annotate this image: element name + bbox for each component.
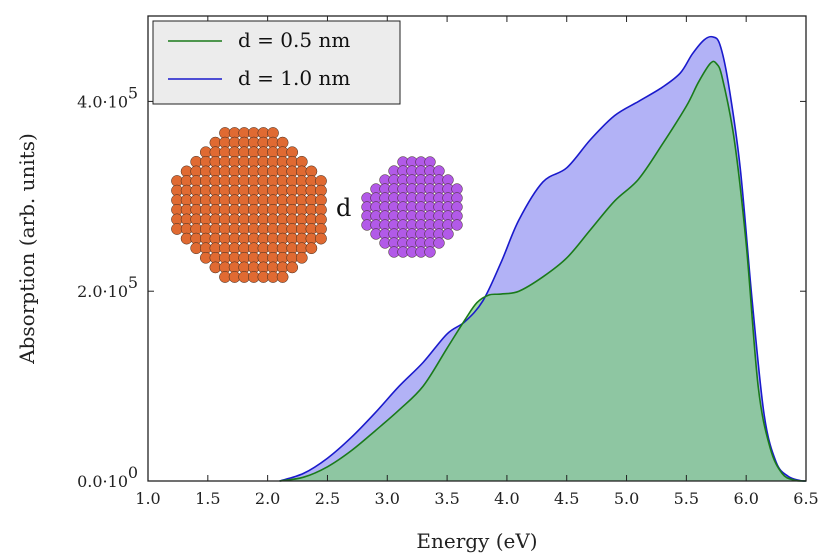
- series-fills: [279, 36, 807, 482]
- x-tick-label: 2.5: [315, 489, 340, 508]
- y-axis-ticks: 0.0·10 02.0·10 54.0·10 5: [77, 83, 806, 491]
- atom: [276, 271, 289, 283]
- atom: [295, 251, 308, 264]
- x-axis-label: Energy (eV): [416, 529, 537, 553]
- area-fill-d05: [279, 61, 807, 481]
- legend-label-d10: d = 1.0 nm: [238, 66, 350, 90]
- x-tick-label: 1.5: [195, 489, 220, 508]
- series-line-d05: [279, 60, 807, 482]
- legend-label-d05: d = 0.5 nm: [238, 28, 350, 52]
- atom: [442, 228, 454, 240]
- y-tick-label: 0.0·10: [77, 472, 128, 491]
- y-tick-label: 2.0·10: [77, 282, 128, 301]
- x-tick-label: 5.5: [674, 489, 699, 508]
- inset-distance-label: d: [336, 194, 351, 222]
- x-tick-label: 6.0: [733, 489, 758, 508]
- series-line-d10: [279, 35, 807, 482]
- x-tick-label: 4.5: [554, 489, 579, 508]
- x-tick-label: 1.0: [135, 489, 160, 508]
- atom: [424, 246, 436, 258]
- x-tick-label: 2.0: [255, 489, 280, 508]
- x-tick-label: 3.0: [375, 489, 400, 508]
- x-tick-label: 4.0: [494, 489, 519, 508]
- y-tick-label: 4.0·10: [77, 92, 128, 111]
- y-axis-label: Absorption (arb. units): [15, 133, 39, 365]
- x-axis-ticks: 1.0 1.5 2.0 2.5 3.0 3.5 4.0 4.5 5.0 5.5 6.0 6.5: [135, 16, 819, 508]
- atom: [315, 232, 327, 245]
- atom: [286, 261, 299, 274]
- nanoparticle-inset: [171, 127, 463, 283]
- y-tick-exponent: 5: [128, 83, 138, 102]
- plot-frame: [147, 15, 807, 482]
- y-tick-exponent: 0: [128, 463, 138, 482]
- legend: d = 0.5 nm d = 1.0 nm: [152, 20, 401, 105]
- x-tick-label: 5.0: [614, 489, 639, 508]
- y-tick-exponent: 5: [128, 273, 138, 292]
- atom: [433, 237, 445, 249]
- x-tick-label: 6.5: [793, 489, 818, 508]
- x-tick-label: 3.5: [434, 489, 459, 508]
- atom: [305, 242, 318, 255]
- atom: [451, 219, 463, 231]
- legend-box: [152, 20, 401, 105]
- series-lines: [279, 35, 807, 482]
